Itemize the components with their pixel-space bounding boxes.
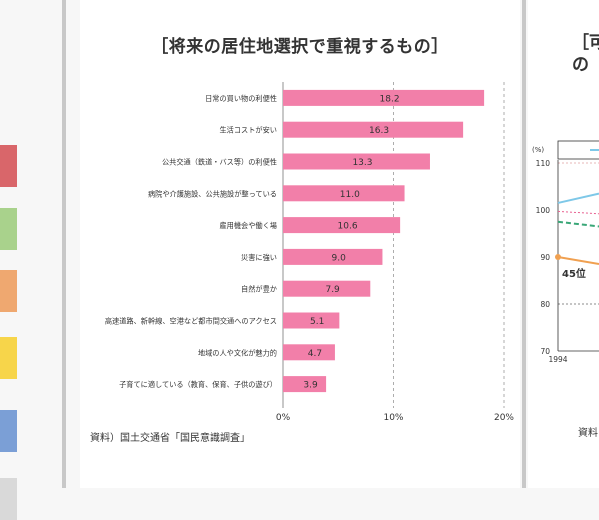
side-chart-panel: ［可 の (%) 70 80 90 100 110 45位 1994 資料: [528, 0, 599, 488]
side-title-line-2: の: [572, 55, 589, 75]
chart-title: ［将来の居住地選択で重視するもの］: [151, 37, 449, 57]
color-swatch: [0, 208, 17, 250]
y-tick-label: 80: [540, 300, 550, 309]
x-tick-label: 1994: [548, 355, 567, 364]
series-line-blue: [557, 192, 599, 204]
color-swatch: [0, 478, 17, 520]
category-label: 生活コストが安い: [219, 126, 277, 135]
bar: [283, 217, 401, 234]
side-chart-source: 資料: [578, 428, 598, 439]
series-line-orange: [557, 256, 599, 266]
color-swatch: [0, 145, 17, 187]
series-line-pink: [557, 210, 599, 215]
y-tick-label: 110: [536, 159, 551, 168]
bar: [283, 280, 371, 297]
category-label: 病院や介護施設、公共施設が整っている: [148, 189, 277, 198]
bar: [283, 89, 485, 106]
y-axis-label: (%): [532, 146, 544, 154]
data-label: 11.0: [340, 190, 360, 200]
category-label: 公共交通（鉄道・バス等）の利便性: [162, 158, 277, 167]
data-label: 9.0: [332, 253, 347, 263]
series-line-green: [557, 220, 599, 228]
bar: [283, 248, 383, 265]
bar: [283, 153, 430, 170]
side-title-line-1: ［可: [572, 33, 599, 53]
color-swatch: [0, 337, 17, 379]
y-tick-label: 100: [536, 206, 551, 215]
x-tick-label: 0%: [276, 413, 291, 423]
data-label: 4.7: [308, 349, 322, 359]
main-chart-panel: ［将来の居住地選択で重視するもの］ 0% 10% 20% 日常の買い物の利便性 18.2…: [80, 0, 520, 488]
bar: [283, 312, 340, 329]
y-tick-label: 90: [540, 253, 550, 262]
bar-chart: 0% 10% 20% 日常の買い物の利便性 18.2 生活コストが安い 16.3 公共交通（鉄…: [105, 82, 514, 423]
data-label: 18.2: [380, 94, 400, 104]
category-label: 災害に強い: [241, 253, 277, 262]
bar: [283, 376, 327, 393]
panel-divider-left: [62, 0, 66, 488]
category-label: 日常の買い物の利便性: [205, 94, 277, 103]
data-label: 3.9: [303, 381, 318, 391]
category-label: 地域の人や文化が魅力的: [198, 348, 277, 357]
category-label: 子育てに適している（教育、保育、子供の遊び）: [119, 380, 277, 389]
x-tick-label: 10%: [383, 413, 403, 423]
data-label: 5.1: [310, 317, 324, 327]
rank-annotation: 45位: [562, 267, 586, 280]
line-chart: (%) 70 80 90 100 110 45位 1994: [532, 140, 599, 364]
category-label: 雇用機会や働く場: [219, 221, 277, 230]
y-tick-label: 70: [540, 347, 550, 356]
data-label: 13.3: [352, 158, 372, 168]
color-swatch: [0, 410, 17, 452]
series-start-marker: [555, 254, 561, 260]
data-label: 10.6: [338, 222, 358, 232]
category-label: 自然が豊か: [241, 285, 277, 294]
chart-source: 資料）国土交通省「国民意識調査」: [90, 433, 250, 444]
bar: [283, 121, 464, 138]
left-color-strip: [0, 0, 66, 520]
bar: [283, 344, 335, 361]
legend-box: [557, 140, 599, 160]
color-swatch: [0, 270, 17, 312]
side-chart-title: ［可 の: [572, 32, 599, 76]
x-tick-label: 20%: [494, 413, 514, 423]
data-label: 16.3: [369, 126, 389, 136]
bar: [283, 185, 405, 202]
data-label: 7.9: [325, 285, 340, 295]
category-label: 高速道路、新幹線、空港など都市間交通へのアクセス: [105, 317, 277, 326]
panel-divider-right: [522, 0, 526, 488]
